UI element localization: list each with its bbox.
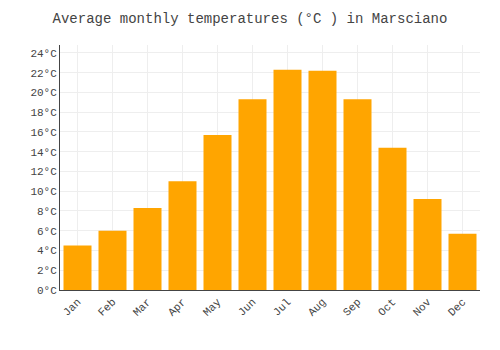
svg-text:22°C: 22°C — [30, 68, 57, 80]
svg-text:Dec: Dec — [446, 296, 468, 318]
svg-text:16°C: 16°C — [30, 127, 57, 139]
svg-text:Apr: Apr — [166, 296, 188, 318]
svg-text:Feb: Feb — [96, 296, 118, 318]
svg-text:20°C: 20°C — [30, 87, 57, 99]
svg-text:0°C: 0°C — [37, 285, 57, 297]
svg-text:8°C: 8°C — [37, 206, 57, 218]
svg-text:10°C: 10°C — [30, 186, 57, 198]
svg-text:Nov: Nov — [411, 296, 434, 319]
svg-text:Jul: Jul — [271, 296, 293, 318]
svg-text:2°C: 2°C — [37, 265, 57, 277]
svg-text:May: May — [201, 296, 224, 319]
svg-text:18°C: 18°C — [30, 107, 57, 119]
svg-text:6°C: 6°C — [37, 226, 57, 238]
svg-text:Oct: Oct — [376, 296, 398, 318]
svg-text:Mar: Mar — [131, 296, 153, 318]
svg-text:Sep: Sep — [341, 296, 363, 318]
svg-text:Aug: Aug — [306, 296, 328, 318]
svg-text:Jun: Jun — [236, 296, 258, 318]
svg-text:14°C: 14°C — [30, 147, 57, 159]
svg-text:12°C: 12°C — [30, 166, 57, 178]
svg-text:Average monthly temperatures (: Average monthly temperatures (°C ) in Ma… — [53, 11, 448, 27]
svg-text:24°C: 24°C — [30, 48, 57, 60]
svg-text:Jan: Jan — [61, 296, 83, 318]
svg-text:4°C: 4°C — [37, 245, 57, 257]
